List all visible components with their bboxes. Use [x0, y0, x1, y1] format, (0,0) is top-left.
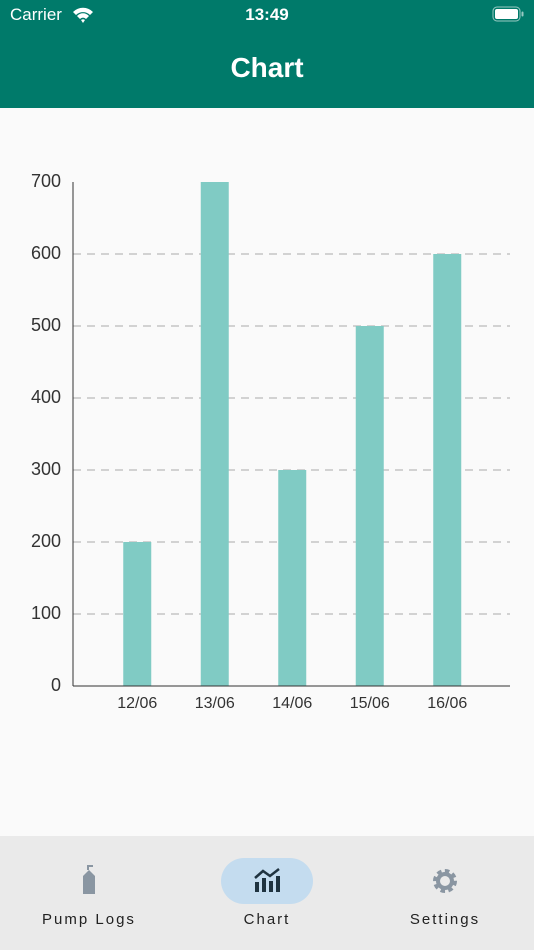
y-tick-label: 500 — [31, 315, 61, 335]
nav-item[interactable]: Settings — [409, 911, 481, 928]
bar — [200, 182, 229, 686]
y-tick-label: 600 — [31, 243, 61, 263]
wifi-icon — [73, 7, 93, 23]
settings-icon — [433, 869, 457, 893]
y-tick-label: 300 — [31, 459, 61, 479]
bar — [433, 254, 462, 686]
carrier: Carrier — [10, 5, 62, 24]
y-tick-label: 0 — [51, 675, 61, 695]
y-tick-label: 200 — [31, 531, 61, 551]
x-tick-label: 13/06 — [195, 695, 235, 712]
pump-icon — [83, 865, 95, 894]
app-bar: Carrier 13:49 Chart — [0, 0, 534, 108]
bar — [278, 470, 307, 686]
chart-icon — [254, 868, 280, 892]
clock: 13:49 — [245, 5, 289, 24]
bar — [355, 326, 384, 686]
x-tick-label: 12/06 — [117, 695, 157, 712]
nav-item[interactable]: Pump Logs — [42, 911, 136, 928]
y-tick-label: 400 — [31, 387, 61, 407]
y-tick-label: 100 — [31, 603, 61, 623]
x-tick-label: 14/06 — [272, 695, 312, 712]
chart: 0 100 200 300 400 500 600 700 12/06 13/06 14/06 15/… — [31, 171, 510, 712]
y-tick-label: 700 — [31, 171, 61, 191]
app-title: Chart — [230, 52, 304, 83]
bar — [123, 542, 152, 686]
x-tick-label: 16/06 — [427, 695, 467, 712]
selected-indicator — [221, 858, 313, 904]
bottom-nav: Pump Logs Chart Settings — [0, 836, 534, 950]
x-tick-label: 15/06 — [350, 695, 390, 712]
nav-item[interactable]: Chart — [243, 911, 291, 928]
battery-icon — [492, 6, 524, 22]
